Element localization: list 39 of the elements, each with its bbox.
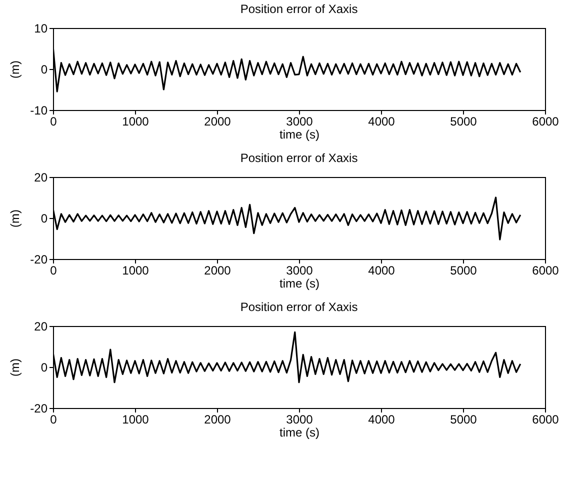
y-tick-label: 10 (34, 22, 48, 36)
x-tick-label: 5000 (450, 412, 478, 426)
x-tick-label: 2000 (204, 114, 232, 128)
chart-title: Position error of Xaxis (240, 300, 358, 314)
x-tick-label: 0 (50, 114, 58, 128)
x-tick-label: 4000 (368, 264, 396, 278)
y-tick-label: -10 (30, 104, 48, 118)
x-axis-title: time (s) (280, 426, 320, 440)
x-tick-label: 4000 (368, 412, 396, 426)
y-axis-title: (m) (8, 210, 22, 228)
y-tick-label: 20 (34, 320, 48, 334)
x-tick-label: 1000 (122, 264, 150, 278)
y-axis-title: (m) (8, 358, 22, 376)
x-axis-title: time (s) (280, 276, 320, 290)
x-tick-label: 3000 (286, 264, 314, 278)
x-tick-label: 1000 (122, 114, 150, 128)
y-tick-label: 0 (40, 62, 48, 76)
x-tick-label: 6000 (532, 412, 560, 426)
y-tick-label: -20 (30, 252, 48, 266)
x-tick-label: 6000 (532, 264, 560, 278)
chart-title: Position error of Xaxis (240, 151, 358, 165)
x-tick-label: 4000 (368, 114, 396, 128)
chart-title: Position error of Xaxis (240, 2, 358, 16)
y-tick-label: -20 (30, 402, 48, 416)
x-tick-label: 6000 (532, 114, 560, 128)
y-axis-title: (m) (8, 60, 22, 78)
x-tick-label: 3000 (286, 114, 314, 128)
x-tick-label: 1000 (122, 412, 150, 426)
x-tick-label: 5000 (450, 114, 478, 128)
y-tick-label: 0 (40, 212, 48, 226)
x-tick-label: 0 (50, 264, 58, 278)
x-tick-label: 0 (50, 412, 58, 426)
y-tick-label: 20 (34, 170, 48, 184)
y-tick-label: 0 (40, 360, 48, 374)
x-tick-label: 2000 (204, 412, 232, 426)
x-axis-title: time (s) (280, 128, 320, 142)
x-tick-label: 5000 (450, 264, 478, 278)
x-tick-label: 3000 (286, 412, 314, 426)
x-tick-label: 2000 (204, 264, 232, 278)
